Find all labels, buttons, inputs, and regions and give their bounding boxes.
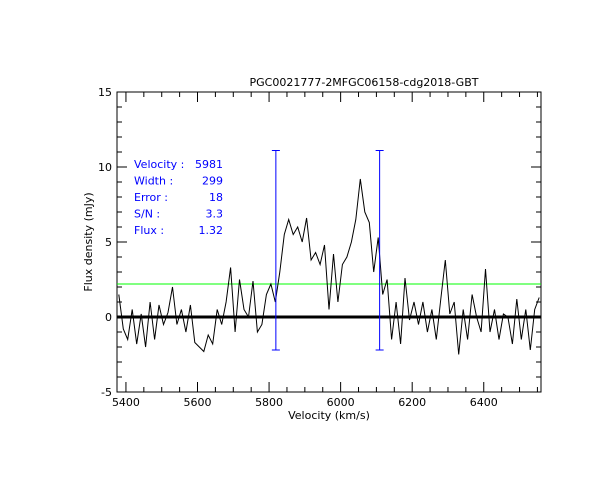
annotation-label: Width :	[134, 175, 173, 188]
spectrum-line	[118, 178, 540, 355]
annotation-label: Flux :	[134, 224, 164, 237]
x-tick-label: 5600	[184, 396, 212, 409]
y-tick-label: 15	[98, 86, 112, 99]
x-tick-label: 6000	[327, 396, 355, 409]
y-tick-label: -5	[101, 386, 112, 399]
x-tick-label: 6400	[470, 396, 498, 409]
annotation-label: Error :	[134, 191, 168, 204]
y-tick-label: 0	[105, 311, 112, 324]
y-tick-label: 5	[105, 236, 112, 249]
annotation-label: S/N :	[134, 208, 160, 221]
x-tick-label: 6200	[398, 396, 426, 409]
annotation-value: 18	[209, 191, 223, 204]
x-tick-label: 5800	[255, 396, 283, 409]
annotation-value: 5981	[195, 158, 223, 171]
plot-frame	[116, 91, 542, 393]
annotation-value: 3.3	[206, 208, 224, 221]
chart-title: PGC0021777-2MFGC06158-cdg2018-GBT	[250, 76, 479, 89]
y-tick-label: 10	[98, 161, 112, 174]
y-axis-label: Flux density (mJy)	[82, 192, 95, 291]
annotation-value: 1.32	[199, 224, 224, 237]
x-tick-label: 5400	[112, 396, 140, 409]
annotation-label: Velocity :	[134, 158, 184, 171]
x-axis-label: Velocity (km/s)	[288, 409, 370, 422]
annotation-value: 299	[202, 175, 223, 188]
